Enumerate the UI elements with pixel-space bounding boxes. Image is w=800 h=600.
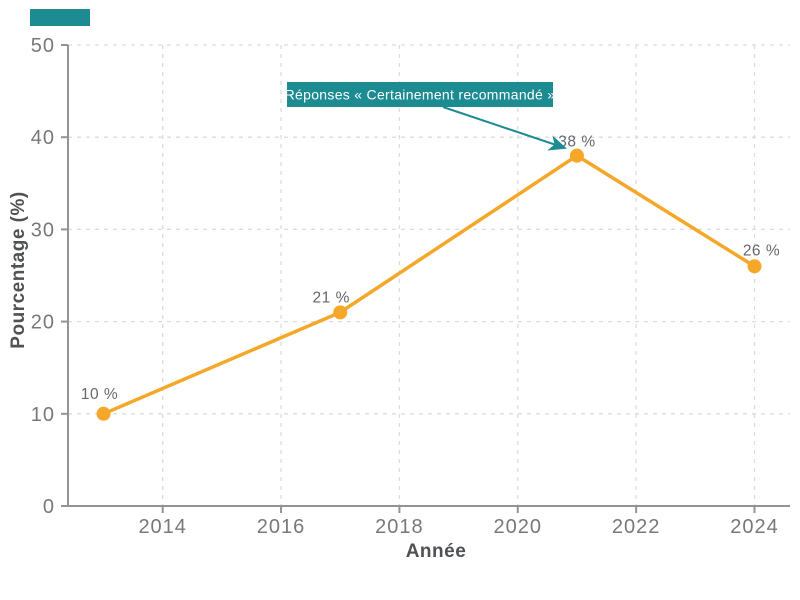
x-tick-label: 2022 — [612, 516, 661, 538]
annotation-callout: Réponses « Certainement recommandé » — [285, 82, 567, 151]
data-point-labels: 10 % 21 % 38 % 26 % — [81, 134, 780, 403]
gridlines — [68, 44, 790, 506]
y-tick-label: 10 — [31, 404, 55, 426]
tick-labels: 2014 2016 2018 2020 2022 2024 0 10 20 30 40 50 — [31, 35, 779, 538]
y-tick-label: 30 — [31, 219, 55, 241]
data-point-label: 10 % — [81, 386, 118, 403]
data-point-label: 26 % — [743, 242, 780, 259]
x-tick-label: 2024 — [730, 516, 779, 538]
data-line — [102, 153, 756, 416]
x-tick-label: 2020 — [494, 516, 543, 538]
x-tick-label: 2018 — [375, 516, 424, 538]
data-point — [96, 406, 111, 421]
y-tick-label: 20 — [31, 312, 55, 334]
annotation-arrow — [442, 106, 567, 151]
data-point — [333, 305, 348, 320]
x-tick-label: 2016 — [257, 516, 306, 538]
teal-accent-chip — [30, 9, 90, 26]
tick-marks — [61, 44, 756, 513]
x-tick-label: 2014 — [138, 516, 187, 538]
data-point-label: 21 % — [313, 289, 350, 306]
x-axis-title: Année — [406, 541, 467, 562]
axes — [67, 45, 790, 507]
annotation-text: Réponses « Certainement recommandé » — [285, 87, 556, 103]
y-tick-label: 40 — [31, 127, 55, 149]
data-point — [569, 148, 584, 163]
data-points — [96, 148, 762, 421]
y-axis-title: Pourcentage (%) — [8, 191, 29, 348]
data-point — [747, 259, 762, 274]
y-tick-label: 0 — [43, 496, 55, 518]
y-tick-label: 50 — [31, 35, 55, 57]
data-point-label: 38 % — [558, 134, 595, 151]
annotation-box — [287, 82, 553, 107]
